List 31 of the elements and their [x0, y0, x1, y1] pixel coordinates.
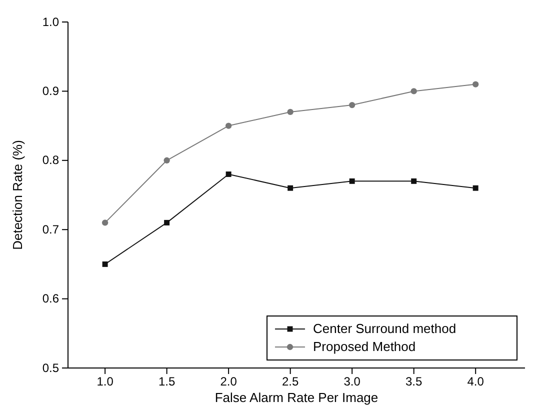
- point: [472, 81, 479, 88]
- point: [349, 178, 355, 184]
- point: [102, 220, 108, 226]
- y-axis-title: Detection Rate (%): [10, 140, 25, 250]
- legend-label: Proposed Method: [313, 339, 416, 354]
- x-tick-label: 2.5: [282, 374, 299, 389]
- y-tick-label: 0.8: [42, 153, 60, 168]
- point: [225, 122, 232, 129]
- y-tick-label: 0.6: [42, 292, 60, 306]
- point: [164, 220, 170, 226]
- point: [348, 102, 356, 108]
- y-tick-label: 1.0: [42, 14, 60, 29]
- x-tick-label: 1.0: [96, 374, 114, 389]
- legend-label: Center Surround method: [313, 321, 456, 336]
- x-tick-label: 3.0: [344, 374, 361, 389]
- point: [410, 88, 417, 94]
- point: [288, 185, 294, 191]
- x-tick-label: 1.5: [158, 374, 176, 389]
- point: [411, 178, 417, 184]
- y-tick-label: 0.9: [42, 84, 60, 98]
- x-axis-title: False Alarm Rate Per Image: [214, 390, 378, 405]
- x-tick-label: 2.0: [220, 374, 238, 389]
- y-tick-label: 0.7: [42, 222, 60, 236]
- x-tick-label: 4.0: [467, 374, 484, 389]
- point: [226, 172, 232, 177]
- x-tick-label: 3.5: [405, 374, 422, 389]
- point: [164, 157, 170, 164]
- point: [102, 261, 108, 267]
- y-tick-label: 0.5: [42, 360, 60, 375]
- point: [287, 108, 294, 116]
- point: [472, 185, 478, 191]
